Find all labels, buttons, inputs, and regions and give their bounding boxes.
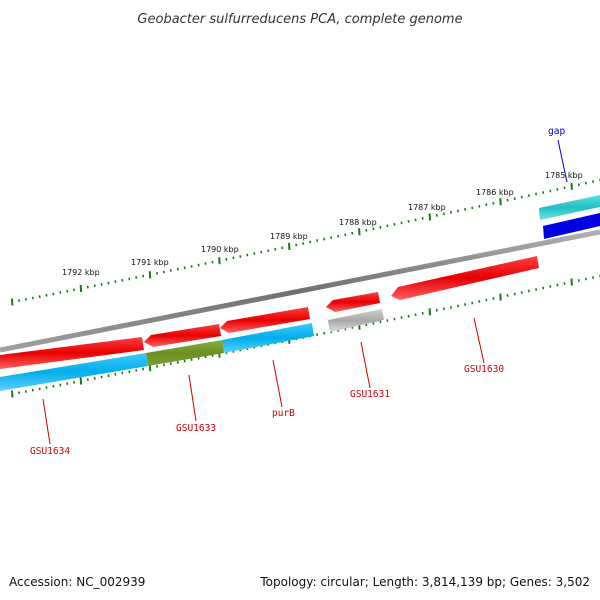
- map-title: Geobacter sulfurreducens PCA, complete g…: [137, 12, 462, 27]
- gsu1630-leader: [473, 317, 485, 364]
- gene-gsu1633-olive: [146, 340, 224, 366]
- gene-gsu1631-red: [326, 292, 380, 312]
- gene-purb-cyan: [222, 323, 314, 353]
- genome-backbone: [0, 229, 600, 353]
- gene-teal: [539, 195, 600, 220]
- gene-blue: [543, 213, 600, 239]
- outer-tick-ring: [11, 178, 600, 306]
- gsu1633-leader: [188, 374, 197, 422]
- gsu1631-leader: [360, 341, 371, 389]
- gene-purb-red: [220, 307, 310, 333]
- accession-text: Accession: NC_002939: [9, 575, 145, 589]
- tick-labels: 1785 kbp 1786 kbp 1787 kbp 1788 kbp 1789…: [62, 171, 583, 277]
- tick-label-1787: 1787 kbp: [408, 203, 446, 212]
- gene-track-red: [0, 256, 539, 369]
- tick-label-1790: 1790 kbp: [201, 245, 239, 254]
- tick-label-1792: 1792 kbp: [62, 268, 100, 277]
- inner-tick-ring: [11, 274, 600, 398]
- label-gap: gap: [548, 126, 565, 137]
- tick-label-1788: 1788 kbp: [339, 218, 377, 227]
- tick-label-1785: 1785 kbp: [545, 171, 583, 180]
- gene-gsu1630: [391, 256, 539, 300]
- gsu1634-leader: [42, 398, 51, 445]
- gene-gsu1633-red: [144, 324, 221, 347]
- label-purb: purB: [272, 408, 295, 419]
- genome-summary-text: Topology: circular; Length: 3,814,139 bp…: [259, 575, 590, 589]
- forward-strand-genes: [539, 195, 600, 239]
- label-gsu1633: GSU1633: [176, 423, 216, 434]
- label-gsu1634: GSU1634: [30, 446, 70, 457]
- purb-leader: [272, 359, 283, 408]
- gene-gsu1634-red: [0, 337, 144, 369]
- tick-label-1791: 1791 kbp: [131, 258, 169, 267]
- gene-gsu1634-cyan: [0, 353, 148, 391]
- gene-track-lower: [0, 309, 384, 391]
- gene-labels: gap GSU1630 GSU1631 purB GSU1633 GSU1634: [30, 126, 565, 457]
- label-gsu1631: GSU1631: [350, 389, 390, 400]
- gap-leader: [557, 139, 568, 183]
- tick-label-1789: 1789 kbp: [270, 232, 308, 241]
- label-gsu1630: GSU1630: [464, 364, 504, 375]
- label-leaders: [42, 139, 568, 445]
- tick-label-1786: 1786 kbp: [476, 188, 514, 197]
- gene-gsu1631-grey: [328, 309, 384, 332]
